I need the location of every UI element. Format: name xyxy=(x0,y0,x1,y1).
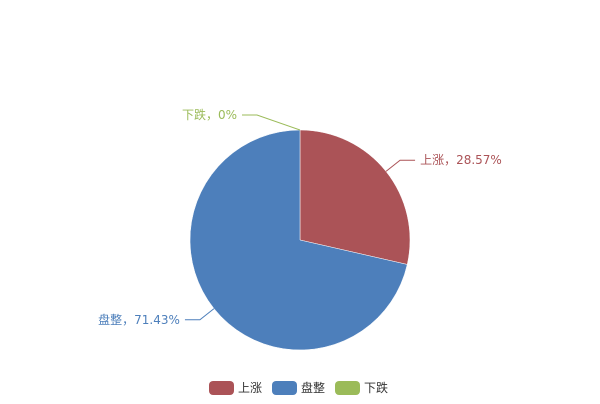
legend-label-2[interactable]: 下跌 xyxy=(364,380,388,395)
label-line-2 xyxy=(242,114,301,131)
legend-swatch-1[interactable] xyxy=(272,381,297,395)
legend-label-0[interactable]: 上涨 xyxy=(238,380,262,395)
slice-label-2: 下跌，0% xyxy=(182,107,237,122)
slice-label-0: 上涨，28.57% xyxy=(420,152,502,167)
label-line-1 xyxy=(184,308,215,321)
legend-label-1[interactable]: 盘整 xyxy=(301,380,325,395)
label-line-0 xyxy=(385,159,416,172)
pie-slice-1[interactable] xyxy=(189,129,408,351)
legend-swatch-2[interactable] xyxy=(335,381,360,395)
legend-swatch-0[interactable] xyxy=(209,381,234,395)
pie-slice-0[interactable] xyxy=(299,129,411,265)
slice-label-1: 盘整，71.43% xyxy=(98,312,180,327)
